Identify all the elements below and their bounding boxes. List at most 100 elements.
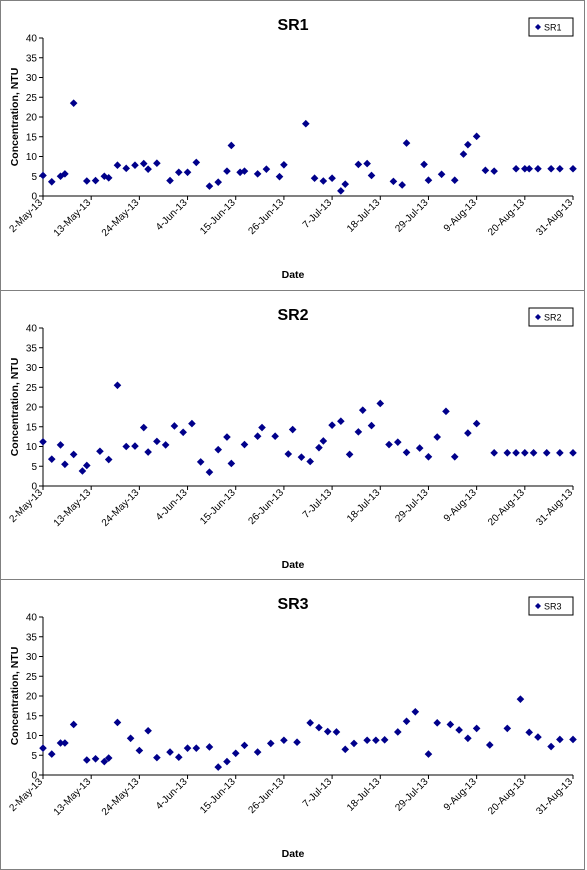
x-tick-label: 4-Jun-13 (154, 487, 190, 523)
data-point (529, 449, 538, 457)
y-tick-label: 30 (26, 363, 38, 374)
data-point (402, 139, 411, 147)
data-point (179, 428, 187, 437)
data-point (83, 756, 91, 764)
x-tick-label: 7-Jul-13 (301, 487, 335, 521)
data-point (490, 449, 498, 457)
data-point (153, 437, 161, 446)
x-tick-label: 7-Jul-13 (301, 776, 335, 810)
data-point (297, 453, 306, 461)
data-point (302, 119, 310, 128)
data-point (288, 425, 297, 434)
data-point (69, 720, 78, 729)
data-point (153, 753, 161, 762)
data-point (424, 750, 433, 758)
x-tick-label: 2-May-13 (7, 776, 45, 814)
y-axis-title: Concentration, NTU (9, 647, 21, 746)
x-tick-label: 31-Aug-13 (534, 197, 575, 238)
data-point (266, 739, 275, 748)
data-point (402, 717, 411, 726)
data-point (450, 452, 459, 461)
y-tick-label: 40 (26, 34, 38, 45)
data-point (223, 757, 231, 766)
data-point (262, 165, 271, 173)
data-point (91, 176, 100, 185)
legend-marker (535, 24, 541, 30)
data-point (446, 720, 455, 729)
data-point (61, 170, 69, 178)
data-point (104, 455, 113, 464)
data-point (153, 159, 161, 168)
data-point (472, 132, 481, 141)
data-point (205, 182, 214, 190)
data-point (223, 167, 231, 175)
data-point (393, 728, 402, 736)
data-point (240, 167, 249, 175)
data-point (464, 734, 472, 743)
x-tick-label: 26-Jun-13 (246, 197, 286, 237)
x-tick-label: 26-Jun-13 (246, 487, 286, 527)
data-point (464, 429, 472, 437)
x-tick-label: 4-Jun-13 (154, 776, 190, 812)
data-point (69, 450, 78, 459)
y-tick-label: 10 (26, 442, 38, 453)
data-point (354, 160, 363, 169)
data-point (490, 167, 498, 175)
data-point (310, 174, 319, 183)
x-tick-label: 15-Jun-13 (198, 487, 238, 527)
data-point (556, 164, 564, 173)
data-point (402, 448, 411, 457)
data-point (350, 739, 358, 748)
chart-title: SR3 (277, 596, 308, 613)
y-tick-label: 20 (26, 113, 38, 124)
y-tick-label: 5 (31, 462, 37, 473)
data-point (315, 723, 323, 732)
data-point (354, 428, 363, 436)
data-point (236, 168, 244, 177)
y-tick-label: 0 (31, 771, 37, 782)
data-point (104, 754, 113, 762)
x-tick-label: 9-Aug-13 (442, 487, 479, 524)
data-point (315, 443, 323, 452)
data-point (126, 734, 135, 743)
data-point (192, 744, 201, 752)
data-point (337, 417, 345, 426)
data-point (455, 726, 463, 734)
x-tick-label: 18-Jul-13 (345, 487, 383, 525)
y-tick-label: 40 (26, 324, 38, 335)
data-point (166, 176, 174, 185)
x-tick-label: 29-Jul-13 (393, 197, 431, 235)
x-tick-label: 15-Jun-13 (198, 197, 238, 237)
data-point (556, 735, 564, 744)
data-point (258, 423, 266, 432)
data-point (385, 440, 393, 449)
data-point (223, 433, 231, 441)
data-point (306, 457, 314, 466)
data-point (131, 161, 139, 169)
data-point (433, 433, 442, 441)
data-point (433, 719, 442, 727)
y-tick-label: 0 (31, 192, 37, 203)
data-point (205, 743, 214, 751)
data-point (323, 727, 332, 736)
data-point (205, 468, 214, 476)
data-point (122, 442, 131, 451)
x-tick-label: 26-Jun-13 (246, 776, 286, 816)
data-point (328, 421, 336, 429)
x-tick-label: 24-May-13 (100, 776, 142, 818)
data-point (284, 450, 293, 458)
x-tick-label: 13-May-13 (52, 197, 94, 239)
data-point (420, 160, 428, 169)
x-tick-label: 24-May-13 (100, 197, 142, 239)
y-tick-label: 35 (26, 632, 38, 643)
data-point (144, 448, 152, 456)
data-point (253, 170, 262, 178)
y-tick-label: 15 (26, 422, 38, 433)
data-point (61, 460, 69, 469)
legend-label: SR3 (544, 602, 562, 612)
data-point (415, 444, 424, 452)
data-point (253, 748, 262, 756)
data-point (275, 172, 284, 181)
chart-title: SR1 (277, 17, 308, 34)
legend-box (528, 596, 574, 616)
